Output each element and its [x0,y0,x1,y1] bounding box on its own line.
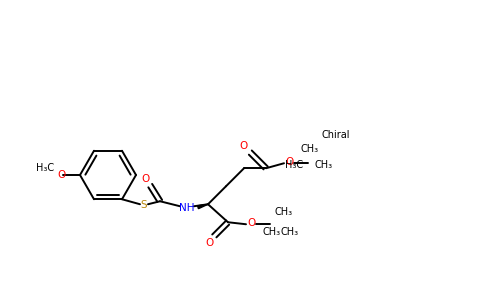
Text: S: S [141,200,147,210]
Text: CH₃: CH₃ [281,227,299,237]
Text: O: O [57,170,65,180]
Text: O: O [206,238,214,248]
Text: CH₃: CH₃ [275,207,293,217]
Text: O: O [141,174,149,184]
Text: CH₃: CH₃ [315,160,333,170]
Text: H₃C: H₃C [285,160,303,170]
Text: CH₃: CH₃ [301,144,319,154]
Text: CH₃: CH₃ [263,227,281,237]
Text: Chiral: Chiral [322,130,350,140]
Text: H₃C: H₃C [36,163,54,173]
Polygon shape [197,204,208,209]
Text: O: O [247,218,255,228]
Text: NH: NH [179,203,195,213]
Text: O: O [240,141,248,151]
Text: O: O [285,157,293,167]
